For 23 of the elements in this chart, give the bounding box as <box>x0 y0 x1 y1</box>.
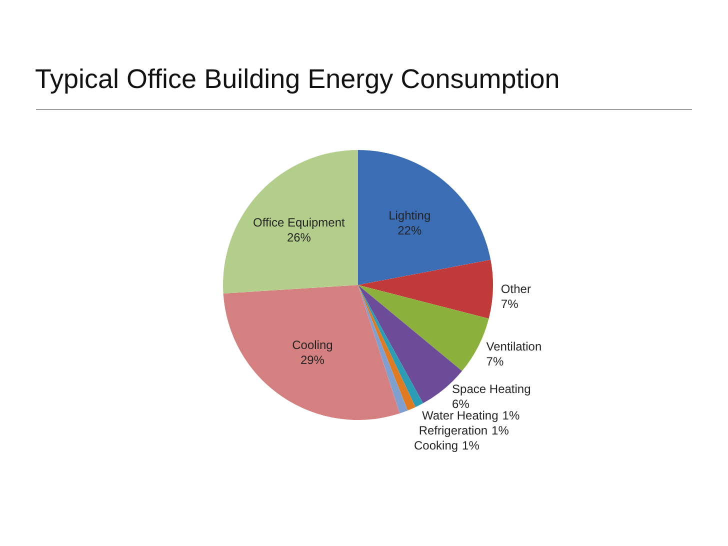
data-label: 1% <box>502 408 520 423</box>
chart-title: Typical Office Building Energy Consumption <box>35 64 560 94</box>
pie-slice <box>223 150 358 294</box>
slice-label: Refrigeration <box>418 424 488 438</box>
data-label: 6% <box>452 397 470 412</box>
data-label: 1% <box>462 438 480 453</box>
data-label: 7% <box>486 354 504 368</box>
data-label: 22% <box>398 224 422 238</box>
slice-label: Office Equipment <box>253 216 346 230</box>
slice-label: Space Heating <box>452 382 531 396</box>
slice-label: Other <box>500 282 531 296</box>
pie-slice <box>358 150 491 285</box>
slice-label: Ventilation <box>486 339 542 354</box>
pie-slice <box>358 260 493 319</box>
data-label: 29% <box>300 352 325 367</box>
slice-label: Cooking <box>414 438 458 453</box>
pie-slice <box>223 285 400 420</box>
data-label: 1% <box>492 424 510 438</box>
data-label: 7% <box>500 297 519 312</box>
slice-label: Lighting <box>388 208 431 223</box>
slice-label: Water Heating <box>422 408 498 423</box>
slice-label: Cooling <box>292 338 333 352</box>
data-label: 26% <box>286 230 312 245</box>
